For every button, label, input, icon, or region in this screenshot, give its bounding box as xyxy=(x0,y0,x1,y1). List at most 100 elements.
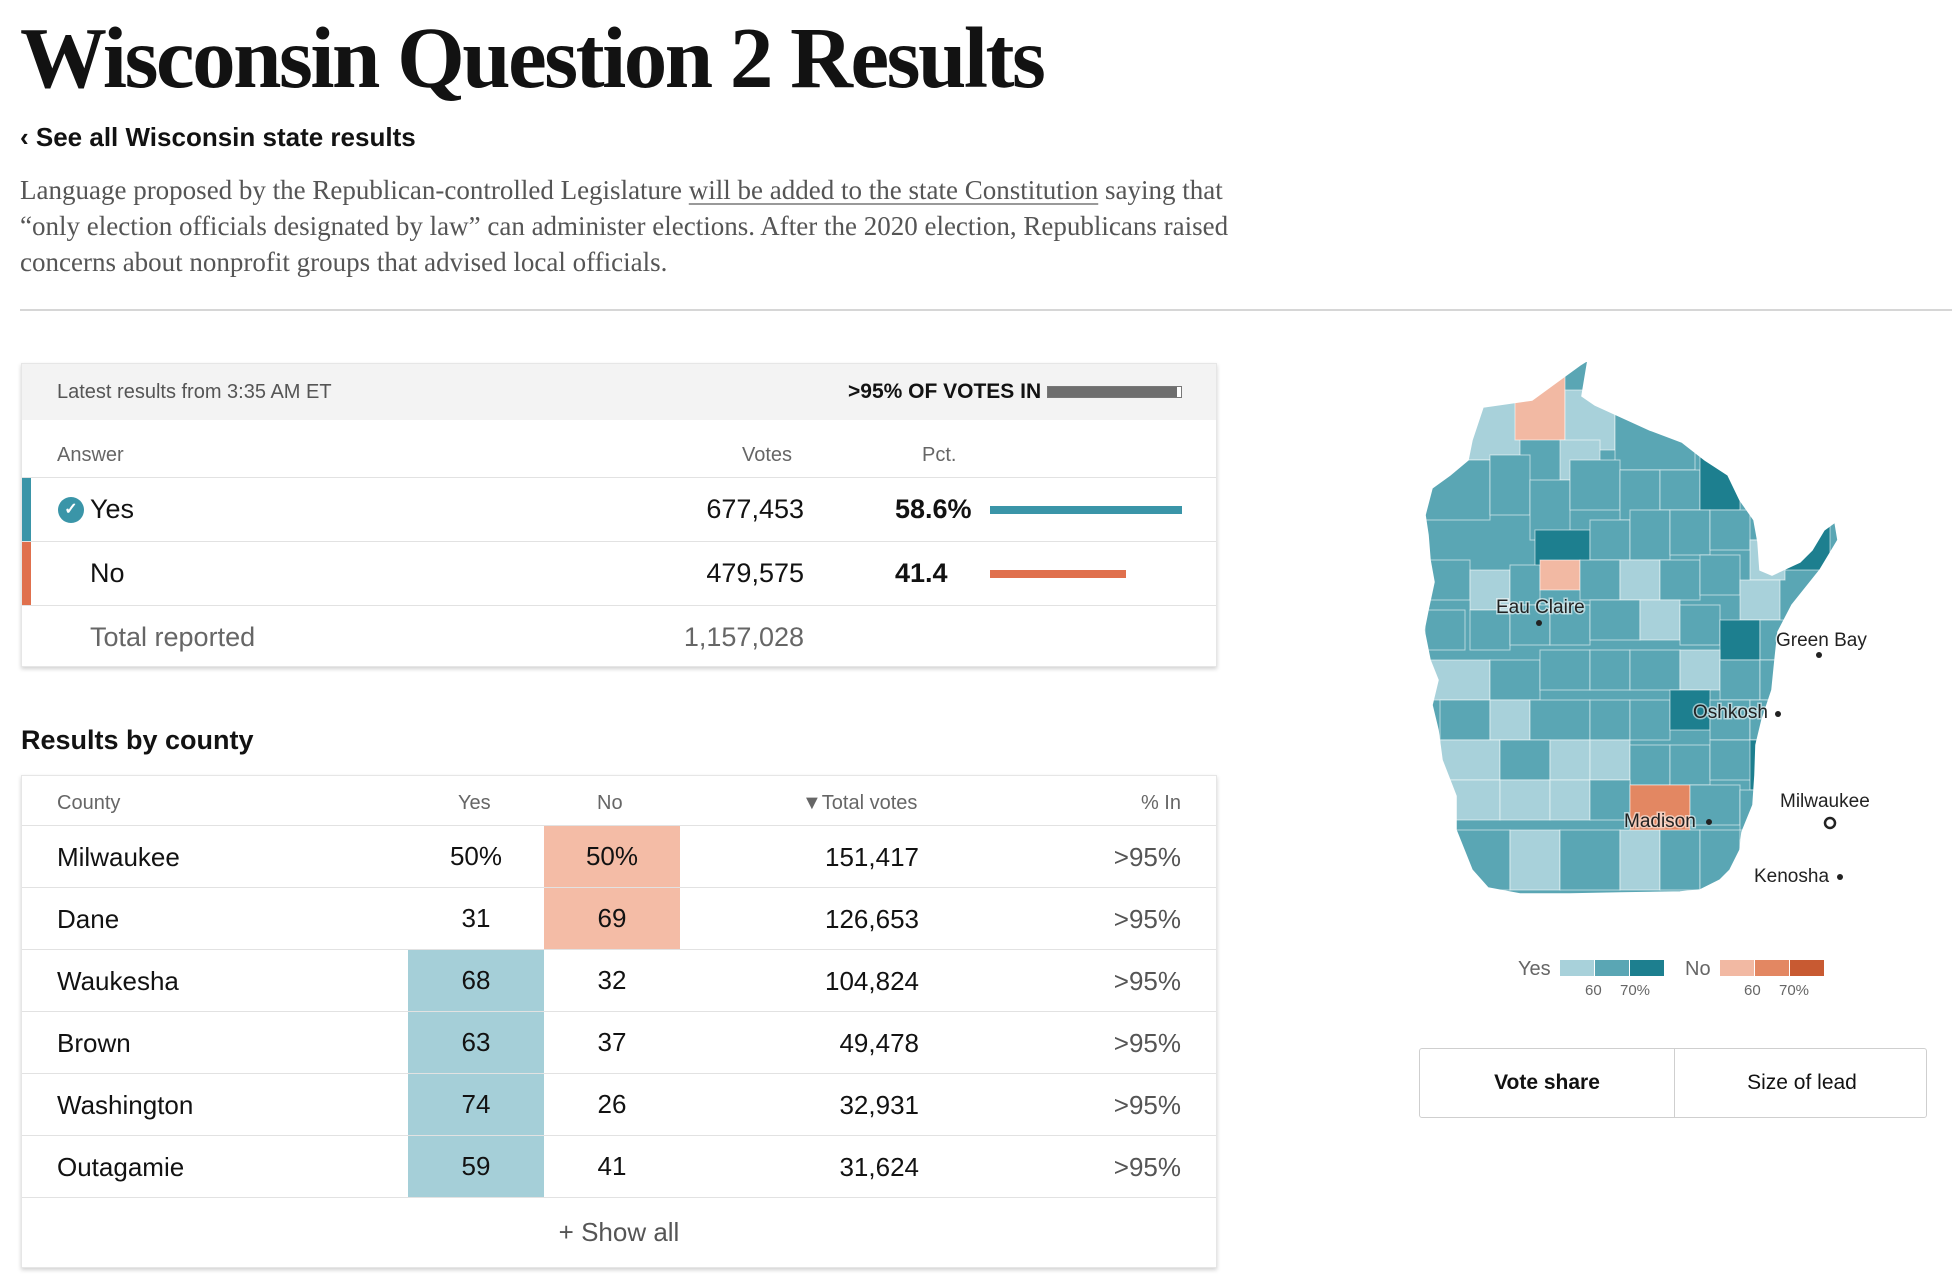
county-no-pct: 37 xyxy=(597,1027,627,1057)
votes-in-progress-bar xyxy=(1047,386,1182,398)
county-shape xyxy=(1424,609,1466,651)
county-shape xyxy=(1629,744,1671,786)
legend-no-tick-60: 60 xyxy=(1744,982,1761,999)
legend-yes-tick-70: 70% xyxy=(1620,982,1651,999)
county-shape xyxy=(1559,829,1621,891)
county-yes-pct: 31 xyxy=(461,903,491,933)
total-reported-row: Total reported 1,157,028 xyxy=(22,606,1216,668)
map-mode-toggle: Vote share Size of lead xyxy=(1419,1048,1927,1118)
county-shape xyxy=(1669,744,1711,786)
results-column-headers: Answer Votes Pct. xyxy=(22,420,1216,478)
votes-column-header: Votes xyxy=(742,444,793,466)
county-shape xyxy=(1459,379,1521,461)
county-shape xyxy=(1699,554,1741,596)
county-shape xyxy=(1639,599,1681,641)
county-total-votes: 31,624 xyxy=(839,1152,919,1182)
county-shape xyxy=(1589,599,1641,641)
latest-results-timestamp: Latest results from 3:35 AM ET xyxy=(57,381,332,403)
size-of-lead-button[interactable]: Size of lead xyxy=(1747,1071,1857,1094)
yes-column-header: Yes xyxy=(458,792,491,814)
legend-yes-tick-60: 60 xyxy=(1585,982,1602,999)
county-shape xyxy=(1469,569,1511,611)
total-reported-votes: 1,157,028 xyxy=(683,622,804,652)
kenosha-label: Kenosha xyxy=(1754,866,1829,887)
county-total-votes: 32,931 xyxy=(839,1090,919,1120)
county-shape xyxy=(1514,360,1566,441)
county-percent-in: >95% xyxy=(1113,904,1181,934)
milwaukee-marker xyxy=(1823,816,1837,830)
county-yes-pct: 68 xyxy=(408,950,544,1011)
county-shape xyxy=(1619,559,1661,601)
county-row: Milwaukee 50% 50% 151,417 >95% xyxy=(22,826,1216,888)
county-percent-in: >95% xyxy=(1113,842,1181,872)
county-percent-in: >95% xyxy=(1113,1090,1181,1120)
county-yes-pct: 50% xyxy=(449,841,503,871)
constitution-link[interactable]: will be added to the state Constitution xyxy=(688,175,1099,205)
county-name: Outagamie xyxy=(57,1152,185,1182)
back-to-state-results-link[interactable]: ‹ See all Wisconsin state results xyxy=(20,122,416,152)
county-shape xyxy=(1539,649,1591,691)
county-shape xyxy=(1709,509,1751,551)
county-shape xyxy=(1629,784,1691,836)
county-no-pct: 41 xyxy=(597,1151,627,1181)
legend-yes-mid-swatch xyxy=(1595,960,1629,976)
county-shape xyxy=(1549,779,1591,821)
county-shape xyxy=(1619,829,1661,891)
county-total-votes: 49,478 xyxy=(839,1028,919,1058)
county-shape xyxy=(1424,459,1491,521)
yes-color-stripe xyxy=(22,478,31,541)
legend-yes-dark-swatch xyxy=(1630,960,1664,976)
county-name: Washington xyxy=(57,1090,194,1120)
county-results-table: County Yes No ▼Total votes % In Milwauke… xyxy=(21,775,1217,1268)
county-shape xyxy=(1509,604,1551,646)
county-shape xyxy=(1589,739,1631,781)
county-shape xyxy=(1489,699,1531,741)
county-yes-pct: 59 xyxy=(408,1136,544,1197)
vote-share-button[interactable]: Vote share xyxy=(1494,1071,1600,1094)
county-results-heading: Results by county xyxy=(21,725,254,755)
county-shape xyxy=(1439,779,1501,821)
county-shape xyxy=(1709,699,1751,741)
pct-yes: 58.6% xyxy=(895,494,972,524)
pct-column-header: Pct. xyxy=(922,444,957,466)
answer-label-yes: Yes xyxy=(90,494,135,524)
total-votes-sort-header[interactable]: ▼Total votes xyxy=(802,792,918,814)
show-all-counties-button[interactable]: + Show all xyxy=(558,1217,680,1247)
county-shape xyxy=(1679,649,1721,691)
legend-no-light-swatch xyxy=(1720,960,1754,976)
votes-in-label: >95% OF VOTES IN xyxy=(848,380,1042,403)
green-bay-label: Green Bay xyxy=(1776,630,1867,651)
county-shape xyxy=(1509,829,1561,891)
legend-no-label: No xyxy=(1685,958,1711,980)
result-row-yes: ✓ Yes 677,453 58.6% xyxy=(22,478,1216,542)
county-shape xyxy=(1489,454,1531,516)
county-percent-in: >95% xyxy=(1113,1152,1181,1182)
county-shape xyxy=(1529,699,1591,741)
county-name: Waukesha xyxy=(57,966,179,996)
county-column-headers: County Yes No ▼Total votes % In xyxy=(22,776,1216,826)
county-shape xyxy=(1759,659,1801,701)
county-shape xyxy=(1629,699,1671,741)
county-shape xyxy=(1589,699,1631,741)
county-shape xyxy=(1569,459,1621,511)
eau-claire-label: Eau Claire xyxy=(1496,597,1585,618)
county-percent-in: >95% xyxy=(1113,1028,1181,1058)
legend-no-dark-swatch xyxy=(1790,960,1824,976)
percent-in-column-header: % In xyxy=(1140,792,1181,814)
county-shape xyxy=(1589,519,1631,561)
county-shape xyxy=(1439,739,1501,781)
county-total-votes: 104,824 xyxy=(825,966,919,996)
votes-in-progress-fill xyxy=(1048,387,1177,397)
county-shape xyxy=(1719,619,1761,661)
green-bay-dot xyxy=(1816,652,1822,658)
county-name: Dane xyxy=(57,904,120,934)
county-shape xyxy=(1439,699,1491,741)
county-shape xyxy=(1429,659,1491,701)
toggle-separator xyxy=(1674,1049,1675,1117)
county-shape xyxy=(1629,509,1671,561)
county-shape xyxy=(1659,829,1701,891)
county-shape xyxy=(1689,784,1741,826)
county-name: Brown xyxy=(57,1028,131,1058)
result-row-no: No 479,575 41.4 xyxy=(22,542,1216,606)
no-color-stripe xyxy=(22,542,31,605)
